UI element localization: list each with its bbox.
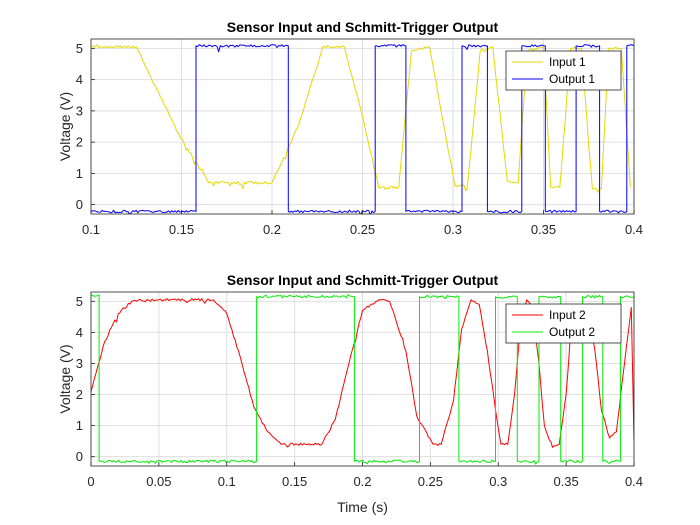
legend-box xyxy=(505,303,622,344)
x-tick-label: 0.15 xyxy=(282,474,307,489)
x-tick-label: 0.4 xyxy=(625,222,643,237)
y-axis-label: Voltage (V) xyxy=(57,92,73,161)
legend-label: Output 2 xyxy=(549,325,595,339)
y-tick-label: 3 xyxy=(76,103,83,118)
x-tick-label: 0.15 xyxy=(169,222,194,237)
x-tick-label: 0.1 xyxy=(218,474,236,489)
y-tick-label: 5 xyxy=(76,41,83,56)
y-tick-label: 4 xyxy=(76,325,83,340)
legend-box xyxy=(505,50,622,91)
series-line-1 xyxy=(91,298,634,448)
chart-title: Sensor Input and Schmitt-Trigger Output xyxy=(227,272,499,288)
series-group xyxy=(91,44,634,214)
x-tick-label: 0.25 xyxy=(418,474,443,489)
legend-label: Output 1 xyxy=(549,72,595,86)
x-tick-label: 0.35 xyxy=(553,474,578,489)
x-tick-label: 0.2 xyxy=(353,474,371,489)
x-axis-label: Time (s) xyxy=(337,499,388,515)
x-tick-label: 0.25 xyxy=(350,222,375,237)
x-tick-label: 0.3 xyxy=(444,222,462,237)
y-axis-label: Voltage (V) xyxy=(57,344,73,413)
series-group xyxy=(91,294,634,465)
x-tick-label: 0.2 xyxy=(263,222,281,237)
y-tick-label: 2 xyxy=(76,135,83,150)
chart-bottom: 0 0.05 0.1 0.15 0.2 0.25 0.3 0.35 0.4 0 1 2 3 4 5 Sens… xyxy=(57,272,643,515)
legend: Input 1 Output 1 xyxy=(505,50,622,91)
x-tick-label: 0 xyxy=(87,474,94,489)
ticks: 0 0.05 0.1 0.15 0.2 0.25 0.3 0.35 0.4 0 1 2 3 4 5 xyxy=(76,294,643,489)
y-tick-label: 4 xyxy=(76,72,83,87)
chart-top: 0.1 0.15 0.2 0.25 0.3 0.35 0.4 0 1 2 3 4 5 Sensor In… xyxy=(57,19,643,237)
x-tick-label: 0.05 xyxy=(146,474,171,489)
y-tick-label: 5 xyxy=(76,294,83,309)
legend-label: Input 2 xyxy=(549,308,586,322)
x-tick-label: 0.1 xyxy=(82,222,100,237)
x-tick-label: 0.35 xyxy=(531,222,556,237)
y-tick-label: 1 xyxy=(76,418,83,433)
y-tick-label: 3 xyxy=(76,356,83,371)
y-tick-label: 1 xyxy=(76,166,83,181)
chart-title: Sensor Input and Schmitt-Trigger Output xyxy=(227,19,499,35)
ticks: 0.1 0.15 0.2 0.25 0.3 0.35 0.4 0 1 2 3 4 5 xyxy=(76,41,643,237)
y-tick-label: 0 xyxy=(76,449,83,464)
legend-label: Input 1 xyxy=(549,55,586,69)
y-tick-label: 2 xyxy=(76,387,83,402)
series-line-2 xyxy=(91,294,634,465)
legend: Input 2 Output 2 xyxy=(505,303,622,344)
series-line-1 xyxy=(91,44,631,193)
series-line-2 xyxy=(91,44,634,214)
y-tick-label: 0 xyxy=(76,197,83,212)
x-tick-label: 0.4 xyxy=(625,474,643,489)
x-tick-label: 0.3 xyxy=(489,474,507,489)
